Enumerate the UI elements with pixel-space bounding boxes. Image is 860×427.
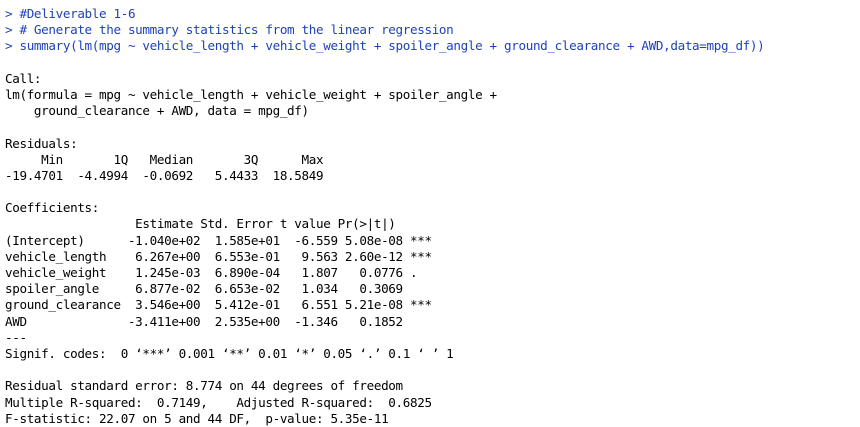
coefficient-row-awd: AWD -3.411e+00 2.535e+00 -1.346 0.1852 (5, 313, 432, 329)
coefficients-header: Coefficients: (5, 200, 100, 216)
residuals-values: -19.4701 -4.4994 -0.0692 5.4433 18.5849 (5, 167, 331, 183)
coefficients-separator: --- (5, 329, 27, 345)
blank-line (5, 119, 857, 135)
blank-line (5, 55, 857, 71)
call-formula-line-2: ground_clearance + AWD, data = mpg_df) (5, 103, 309, 119)
signif-codes-legend: Signif. codes: 0 ‘***’ 0.001 ‘**’ 0.01 ‘… (5, 345, 454, 361)
call-formula-line-1: lm(formula = mpg ~ vehicle_length + vehi… (5, 86, 497, 102)
coefficient-row-spoiler-angle: spoiler_angle 6.877e-02 6.653e-02 1.034 … (5, 281, 432, 297)
residual-standard-error: Residual standard error: 8.774 on 44 deg… (5, 378, 403, 394)
residuals-labels: Min 1Q Median 3Q Max (5, 151, 331, 167)
console-input-line-command: > summary(lm(mpg ~ vehicle_length + vehi… (5, 38, 765, 54)
coefficient-row-intercept: (Intercept) -1.040e+02 1.585e+01 -6.559 … (5, 232, 432, 248)
console-input-line-comment: > #Deliverable 1-6 (5, 6, 136, 21)
residuals-header: Residuals: (5, 135, 78, 151)
r-console-output: > #Deliverable 1-6 > # Generate the summ… (5, 6, 857, 427)
call-header: Call: (5, 70, 42, 86)
blank-line (5, 362, 857, 378)
coefficient-row-ground-clearance: ground_clearance 3.546e+00 5.412e-01 6.5… (5, 297, 432, 313)
coefficient-row-vehicle-length: vehicle_length 6.267e+00 6.553e-01 9.563… (5, 248, 432, 264)
coefficient-row-vehicle-weight: vehicle_weight 1.245e-03 6.890e-04 1.807… (5, 265, 432, 280)
blank-line (5, 184, 857, 200)
console-input-line-comment-2: > # Generate the summary statistics from… (5, 22, 454, 38)
coefficients-column-headers: Estimate Std. Error t value Pr(>|t|) (5, 216, 425, 232)
r-squared-stats: Multiple R-squared: 0.7149, Adjusted R-s… (5, 394, 439, 410)
f-statistic: F-statistic: 22.07 on 5 and 44 DF, p-val… (5, 410, 389, 426)
